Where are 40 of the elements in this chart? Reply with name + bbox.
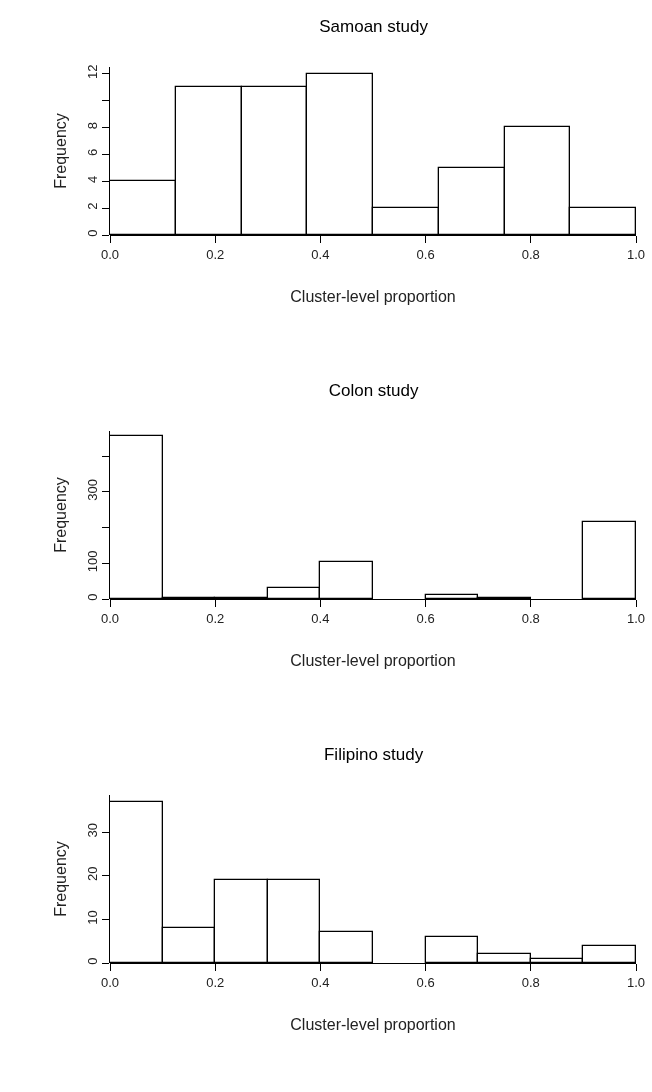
- y-tick-label: 100: [84, 550, 100, 573]
- chart-title: Samoan study: [319, 16, 429, 36]
- y-tick-label: 4: [84, 175, 100, 183]
- chart-title: Colon study: [328, 380, 419, 400]
- y-tick-label: 10: [84, 910, 100, 925]
- x-tick-label: 0.0: [100, 974, 120, 990]
- x-tick-label: 0.8: [521, 610, 540, 626]
- y-tick-label: 20: [84, 866, 100, 882]
- x-tick-label: 0.4: [311, 610, 330, 626]
- x-tick-label: 1.0: [626, 974, 646, 990]
- x-tick-label: 0.6: [416, 246, 435, 262]
- x-axis-title: Cluster-level proportion: [290, 288, 456, 306]
- x-tick-label: 0.0: [100, 246, 120, 262]
- chart-title: Filipino study: [323, 744, 424, 764]
- y-axis-title: Frequency: [51, 477, 69, 553]
- x-axis-title: Cluster-level proportion: [290, 1016, 456, 1034]
- x-tick-label: 0.2: [206, 974, 225, 990]
- x-tick-label: 0.0: [100, 610, 120, 626]
- y-tick-label: 8: [84, 121, 100, 130]
- x-tick-label: 0.2: [206, 246, 225, 262]
- y-tick-label: 300: [84, 478, 100, 501]
- x-tick-label: 0.2: [206, 610, 225, 626]
- x-tick-label: 0.6: [416, 610, 435, 626]
- x-tick-label: 1.0: [626, 610, 646, 626]
- y-tick-label: 30: [84, 822, 100, 838]
- y-tick-label: 6: [84, 148, 100, 157]
- y-tick-label: 12: [84, 64, 100, 79]
- y-axis-title: Frequency: [51, 841, 69, 917]
- x-tick-label: 0.8: [521, 974, 540, 990]
- x-tick-label: 0.4: [311, 246, 330, 262]
- x-tick-label: 1.0: [626, 246, 646, 262]
- y-tick-label: 2: [84, 202, 100, 210]
- y-tick-label: 0: [84, 593, 100, 601]
- y-axis-title: Frequency: [51, 113, 69, 189]
- y-tick-label: 0: [84, 957, 100, 965]
- y-tick-label: 0: [84, 229, 100, 237]
- x-tick-label: 0.8: [521, 246, 540, 262]
- x-tick-label: 0.4: [311, 974, 330, 990]
- x-tick-label: 0.6: [416, 974, 435, 990]
- x-axis-title: Cluster-level proportion: [290, 652, 456, 670]
